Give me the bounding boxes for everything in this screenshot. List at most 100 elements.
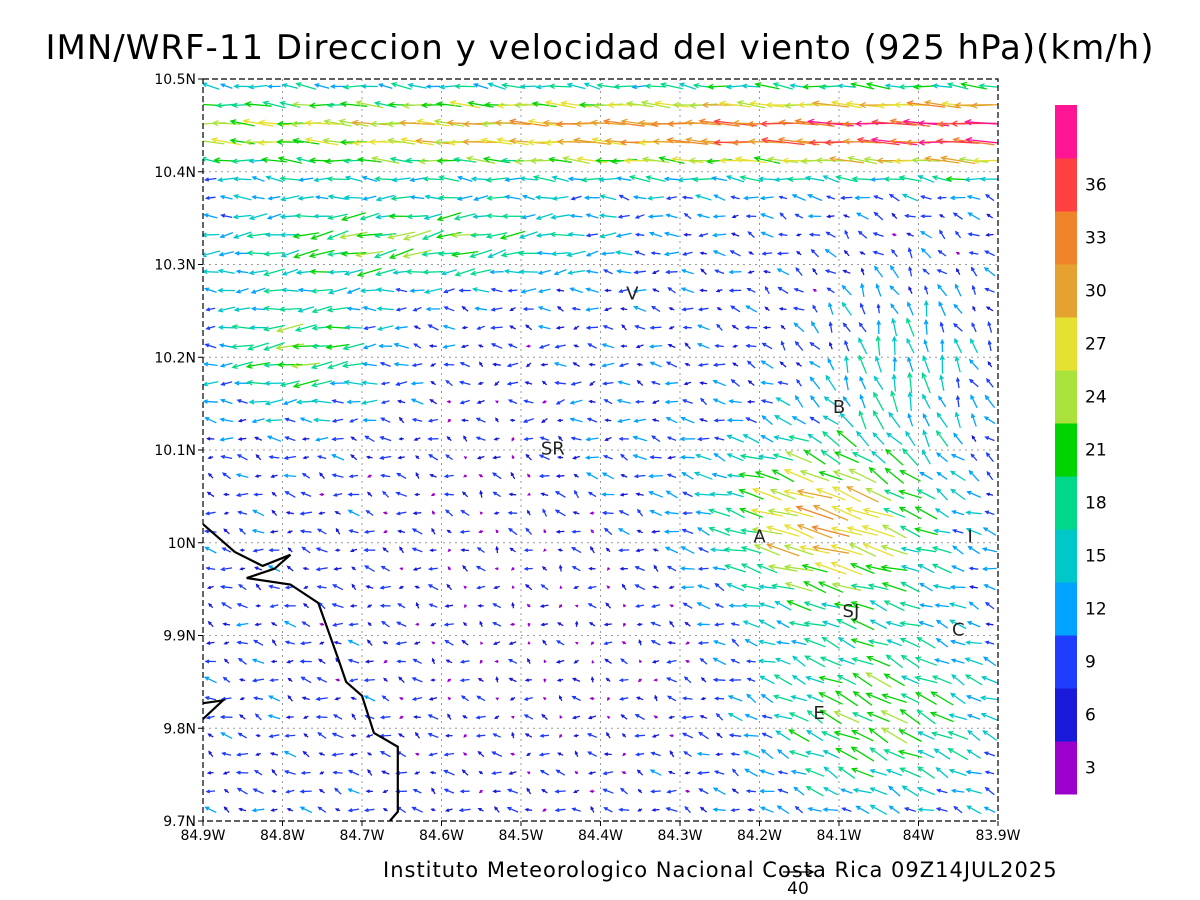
wind-arrow [602,454,613,460]
wind-arrow [783,544,814,556]
wind-arrow [525,453,532,461]
wind-arrow [537,288,551,294]
wind-arrow [831,486,862,503]
wind-arrow [232,231,252,239]
wind-arrow [908,265,913,277]
wind-arrow [955,376,960,389]
wind-arrow [298,177,314,182]
wind-arrow [203,156,221,164]
wind-arrow [888,193,900,202]
wind-arrow [985,452,994,463]
wind-arrow [253,769,263,776]
wind-arrow [922,412,930,427]
wind-arrow [460,344,469,349]
wind-arrow [477,750,485,758]
wind-arrow [418,158,448,165]
wind-arrow [617,528,630,535]
wind-arrow [244,101,272,108]
wind-arrow [397,455,405,460]
wind-arrow [252,696,264,701]
colorbar-segment [1055,741,1077,795]
wind-arrow [204,195,216,200]
wind-arrow [954,355,961,373]
wind-arrow [269,678,279,683]
wind-arrow [354,250,384,258]
wind-arrow [573,585,579,589]
wind-arrow [683,212,692,220]
wind-arrow [266,435,282,442]
wind-arrow [522,306,534,312]
wind-arrow [600,251,615,256]
wind-arrow [696,343,710,349]
wind-arrow [805,729,824,742]
wind-arrow [382,807,388,812]
wind-arrow [888,805,900,814]
wind-arrow [494,659,499,664]
wind-arrow [508,492,517,497]
wind-arrow [446,583,452,591]
wind-arrow [967,545,981,555]
wind-arrow [831,582,862,592]
wind-arrow [291,362,321,369]
wind-arrow [541,788,548,794]
wind-arrow [351,566,357,571]
wind-arrow [331,399,344,404]
wind-arrow [346,399,361,405]
wind-arrow [859,375,867,390]
wind-arrow [718,100,752,108]
wind-arrow [559,694,563,702]
wind-arrow [490,325,503,330]
wind-arrow [569,213,583,219]
wind-arrow [650,251,661,256]
wind-arrow [394,325,408,331]
wind-arrow [651,808,660,812]
wind-arrow [363,325,376,331]
wind-arrow [526,787,532,795]
wind-arrow [647,214,664,219]
wind-arrow [883,176,905,182]
wind-arrow [668,585,675,589]
wind-arrow [526,752,531,757]
wind-arrow [828,321,833,333]
wind-arrow [205,325,216,330]
wind-arrow [761,251,773,256]
wind-arrow [966,490,981,498]
wind-arrow [748,138,786,145]
wind-arrow [948,768,967,777]
wind-arrow [664,381,679,386]
wind-arrow [874,265,884,278]
wind-arrow [352,139,387,146]
wind-arrow [205,641,215,646]
wind-arrow [823,766,839,779]
wind-arrow [476,399,485,404]
wind-arrow [523,548,533,553]
wind-arrow [907,247,913,259]
wind-arrow [840,195,853,200]
wind-arrow [350,454,358,461]
wind-arrow [607,697,611,702]
wind-arrow [313,213,330,219]
wind-arrow [314,195,329,200]
wind-arrow [541,566,548,571]
wind-arrow [325,324,350,331]
wind-arrow [252,548,264,553]
wind-arrow [699,715,708,719]
wind-arrow [870,450,886,464]
wind-arrow [476,547,485,553]
wind-arrow [777,380,789,385]
wind-arrow [696,622,710,627]
wind-arrow [487,249,506,258]
wind-arrow [219,83,233,90]
wind-arrow [979,695,998,701]
wind-arrow [480,137,513,145]
wind-arrow [833,710,860,724]
wind-arrow [281,268,299,276]
wind-arrow [653,678,658,682]
wind-arrow [681,195,693,200]
wind-arrow [233,307,251,313]
wind-arrow [906,232,914,237]
wind-arrow [636,769,644,776]
wind-arrow [903,807,916,813]
wind-arrow [442,344,456,349]
